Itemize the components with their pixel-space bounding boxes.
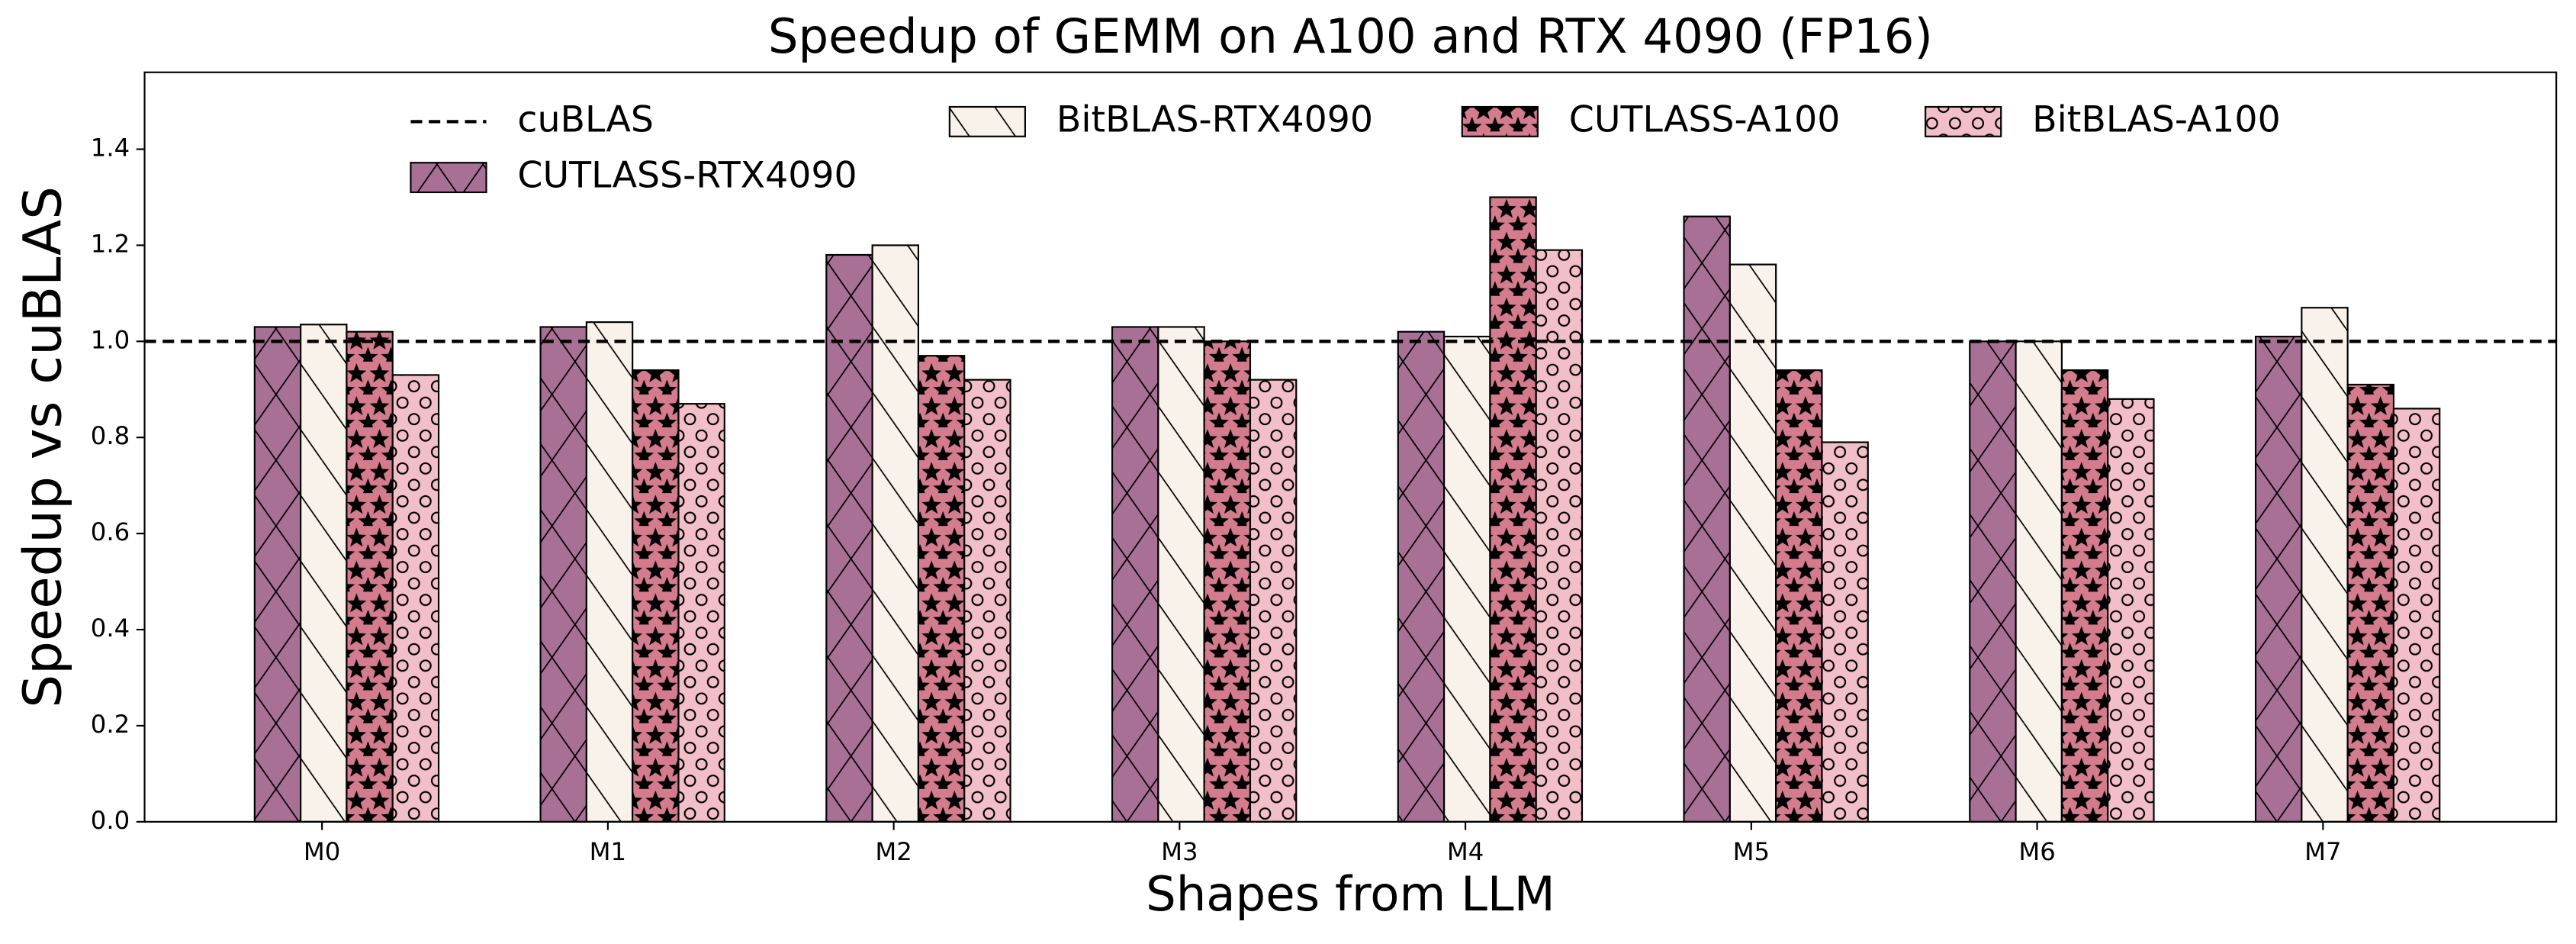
- legend-label: cuBLAS: [517, 98, 654, 140]
- x-tick-label: M1: [590, 837, 626, 866]
- bar-hatch: [871, 244, 919, 823]
- bar-hatch: [391, 374, 440, 823]
- bar-hatch: [825, 253, 873, 823]
- x-axis-label: Shapes from LLM: [1146, 866, 1555, 922]
- legend-label: BitBLAS-A100: [2032, 98, 2281, 140]
- x-tick-label: M4: [1447, 837, 1484, 866]
- x-tick-label: M3: [1161, 837, 1198, 866]
- bar-hatch: [1489, 196, 1537, 823]
- y-tick-label: 1.0: [91, 325, 130, 354]
- legend-label: CUTLASS-A100: [1569, 98, 1841, 140]
- bar-hatch: [539, 326, 587, 823]
- bar-hatch: [1397, 330, 1446, 823]
- legend-swatch-hatch: [1925, 105, 2002, 137]
- y-tick-label: 0.0: [91, 806, 130, 835]
- bar-hatch: [1683, 215, 1731, 823]
- bar-hatch: [585, 321, 634, 823]
- y-tick-label: 0.8: [91, 421, 130, 450]
- y-tick-label: 1.2: [91, 229, 130, 258]
- bar-hatch: [2392, 408, 2441, 823]
- y-tick-label: 0.6: [91, 517, 130, 546]
- bar-hatch: [1821, 441, 1869, 823]
- x-tick-label: M6: [2018, 837, 2055, 866]
- bar-hatch: [1729, 263, 1777, 823]
- bar-hatch: [2107, 398, 2155, 823]
- bar-hatch: [1203, 340, 1252, 823]
- bar-hatch: [2060, 369, 2109, 823]
- x-tick-label: M7: [2304, 837, 2341, 866]
- legend-label: CUTLASS-RTX4090: [517, 155, 857, 197]
- bar-hatch: [1775, 369, 1823, 823]
- bar-hatch: [253, 326, 302, 823]
- bar-hatch: [1249, 379, 1298, 823]
- plot-frame: [143, 71, 2558, 823]
- bar-hatch: [917, 355, 966, 823]
- bar-hatch: [346, 330, 394, 823]
- legend-swatch-hatch: [410, 162, 487, 194]
- y-tick-label: 0.4: [91, 614, 130, 643]
- bar-hatch: [2346, 383, 2395, 823]
- bar-hatch: [300, 324, 348, 823]
- bar-hatch: [1157, 326, 1205, 823]
- bar-hatch: [1535, 249, 1584, 823]
- bar-hatch: [2301, 307, 2349, 823]
- legend-swatch-hatch: [948, 105, 1026, 137]
- chart-title: Speedup of GEMM on A100 and RTX 4090 (FP…: [768, 8, 1933, 64]
- bar-hatch: [1443, 335, 1491, 823]
- y-tick-label: 1.4: [91, 133, 130, 162]
- y-axis-label: Speedup vs cuBLAS: [12, 186, 73, 708]
- bar-hatch: [2254, 335, 2303, 823]
- y-tick-label: 0.2: [91, 710, 130, 739]
- bar-hatch: [1969, 340, 2017, 823]
- bar-hatch: [2015, 340, 2063, 823]
- bar-hatch: [963, 379, 1011, 823]
- x-tick-label: M0: [304, 837, 340, 866]
- legend-label: BitBLAS-RTX4090: [1056, 98, 1373, 140]
- legend-swatch-hatch: [1461, 105, 1539, 137]
- x-tick-label: M2: [875, 837, 912, 866]
- bar-hatch: [632, 369, 680, 823]
- x-tick-label: M5: [1733, 837, 1770, 866]
- bar-hatch: [1111, 326, 1159, 823]
- bar-hatch: [677, 403, 725, 823]
